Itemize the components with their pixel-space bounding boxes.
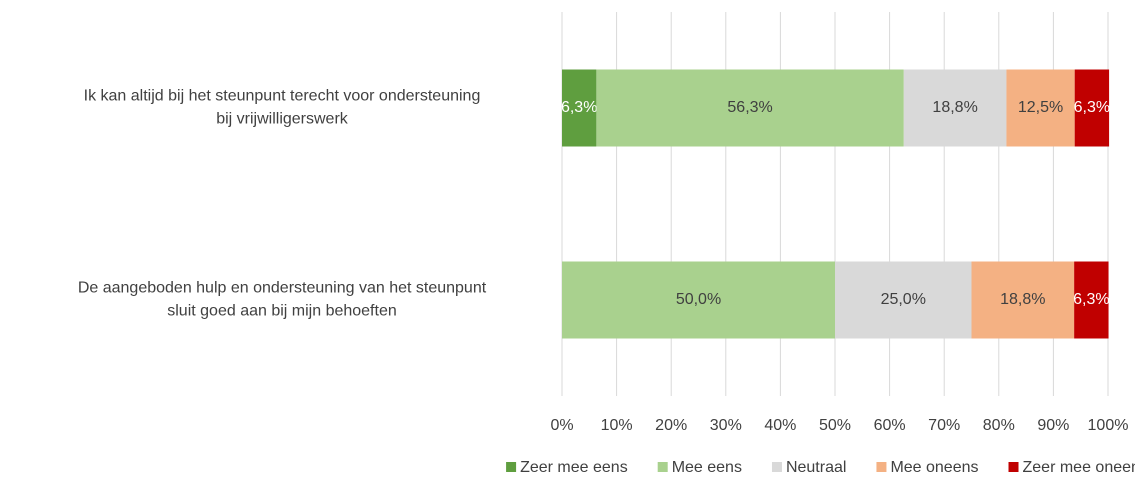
data-label: 56,3%	[727, 99, 772, 116]
bar-segment	[835, 261, 972, 339]
bar-segment	[596, 69, 904, 147]
legend-swatch	[1008, 462, 1019, 472]
data-label: 18,8%	[1000, 291, 1045, 308]
bar-segment	[562, 261, 835, 339]
bar-segment	[903, 69, 1007, 147]
data-label: 25,0%	[881, 291, 926, 308]
legend-swatch	[771, 462, 782, 472]
legend-label: Mee eens	[672, 459, 742, 476]
legend-label: Zeer mee oneens	[1023, 459, 1135, 476]
x-tick-label: 10%	[601, 417, 633, 434]
data-label: 12,5%	[1018, 99, 1063, 116]
x-tick-label: 20%	[655, 417, 687, 434]
legend-swatch	[657, 462, 668, 472]
data-label: 18,8%	[932, 99, 977, 116]
data-label: 6,3%	[561, 99, 597, 116]
legend-swatch	[506, 462, 517, 472]
x-tick-label: 0%	[550, 417, 573, 434]
bar-segment	[1006, 69, 1075, 147]
legend-label: Zeer mee eens	[520, 459, 628, 476]
x-tick-label: 40%	[764, 417, 796, 434]
legend-label: Mee oneens	[890, 459, 978, 476]
category-label: De aangeboden hulp en ondersteuning van …	[78, 280, 487, 297]
bar-segment	[1074, 69, 1110, 147]
data-label: 6,3%	[1074, 99, 1110, 116]
data-label: 6,3%	[1073, 291, 1109, 308]
x-tick-label: 90%	[1037, 417, 1069, 434]
bar-segment	[971, 261, 1075, 339]
x-tick-label: 70%	[928, 417, 960, 434]
x-tick-label: 100%	[1088, 417, 1129, 434]
legend-swatch	[876, 462, 887, 472]
category-label: bij vrijwilligerswerk	[216, 111, 349, 128]
category-label: Ik kan altijd bij het steunpunt terecht …	[84, 88, 481, 105]
x-tick-label: 30%	[710, 417, 742, 434]
category-label: sluit goed aan bij mijn behoeften	[167, 303, 397, 320]
x-tick-label: 50%	[819, 417, 851, 434]
data-label: 50,0%	[676, 291, 721, 308]
legend-label: Neutraal	[786, 459, 846, 476]
x-tick-label: 60%	[874, 417, 906, 434]
bar-segment	[562, 69, 597, 147]
x-tick-label: 80%	[983, 417, 1015, 434]
bar-segment	[1074, 261, 1109, 339]
